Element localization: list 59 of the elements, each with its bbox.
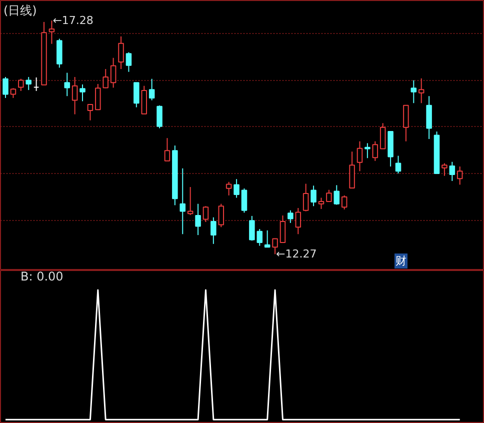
candlestick: [26, 76, 32, 91]
candlestick: [180, 168, 186, 235]
candlestick: [341, 194, 348, 210]
candlestick: [202, 206, 209, 223]
candlestick: [80, 84, 86, 102]
candlestick: [410, 80, 417, 104]
candlestick: [334, 184, 340, 206]
candlestick: [141, 85, 148, 114]
candlestick: [56, 38, 62, 68]
candlestick: [449, 161, 456, 182]
candlestick: [426, 96, 432, 140]
candlestick: [288, 210, 294, 224]
candlestick: [349, 151, 355, 189]
candlestick: [134, 82, 140, 108]
candlestick: [10, 88, 16, 98]
candlestick: [18, 78, 24, 92]
annotation: ←12.27: [276, 248, 317, 261]
candlestick: [102, 68, 109, 89]
candlestick: [356, 140, 363, 172]
candlestick: [210, 216, 216, 244]
candlestick: [187, 186, 194, 216]
candlestick: [418, 78, 424, 104]
candlestick: [456, 166, 463, 186]
candlestick: [395, 155, 402, 174]
candlestick: [241, 188, 248, 214]
candlestick: [118, 36, 124, 70]
candlestick: [156, 104, 162, 129]
candlestick: [95, 83, 101, 111]
candlestick: [164, 138, 170, 162]
candlestick: [226, 181, 232, 196]
candlestick: [280, 214, 286, 244]
candlestick: [295, 208, 302, 235]
candlestick: [48, 20, 55, 44]
candlestick: [195, 203, 201, 236]
candlestick: [110, 57, 116, 88]
chart-title: (日线): [4, 4, 37, 18]
candlestick: [372, 140, 378, 162]
candlestick: [403, 104, 409, 142]
candlestick: [272, 238, 278, 255]
candlestick: [302, 183, 309, 212]
candlestick: [148, 78, 155, 101]
candlestick: [218, 203, 224, 228]
candlestick: [72, 76, 78, 115]
candlestick: [126, 52, 132, 72]
candlestick: [318, 197, 324, 210]
annotation: 财: [396, 254, 406, 268]
candlestick: [234, 178, 240, 198]
candlestick: [326, 189, 332, 202]
candlestick: [64, 72, 70, 97]
candlestick: [264, 230, 270, 248]
chart-title: B: 0.00: [20, 270, 64, 284]
candlestick: [87, 104, 94, 121]
candlestick: [380, 122, 386, 150]
candlestick: [364, 142, 370, 159]
candlestick: [2, 76, 8, 98]
annotation: ←17.28: [52, 14, 94, 28]
candlestick: [310, 185, 316, 207]
candlestick: [33, 76, 40, 92]
candlestick: [442, 162, 448, 176]
